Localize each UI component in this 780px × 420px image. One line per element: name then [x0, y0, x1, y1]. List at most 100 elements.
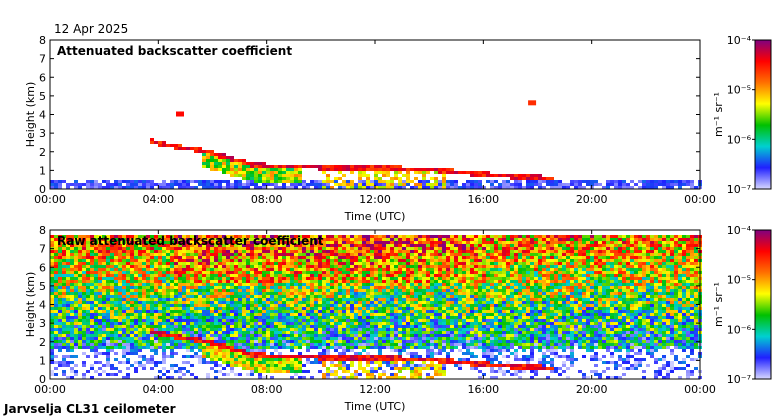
- heatmap-cell: [398, 186, 402, 189]
- heatmap-cell: [114, 295, 118, 298]
- heatmap-cell: [334, 349, 338, 352]
- heatmap-cell: [106, 262, 110, 265]
- heatmap-cell: [238, 331, 242, 334]
- heatmap-cell: [94, 277, 98, 280]
- heatmap-cell: [426, 280, 430, 283]
- heatmap-cell: [414, 316, 418, 319]
- heatmap-cell: [106, 277, 110, 280]
- heatmap-cell: [86, 310, 90, 313]
- heatmap-cell: [258, 162, 262, 165]
- heatmap-cell: [378, 165, 382, 168]
- heatmap-cell: [122, 349, 126, 352]
- heatmap-cell: [122, 271, 126, 274]
- heatmap-cell: [250, 349, 254, 352]
- heatmap-cell: [334, 286, 338, 289]
- heatmap-cell: [218, 289, 222, 292]
- heatmap-cell: [226, 301, 230, 304]
- heatmap-cell: [302, 271, 306, 274]
- heatmap-cell: [134, 253, 138, 256]
- heatmap-cell: [390, 373, 394, 376]
- heatmap-cell: [406, 180, 410, 183]
- heatmap-cell: [278, 268, 282, 271]
- heatmap-cell: [518, 186, 522, 189]
- heatmap-cell: [98, 250, 102, 253]
- heatmap-cell: [394, 259, 398, 262]
- heatmap-cell: [178, 319, 182, 322]
- heatmap-cell: [226, 349, 230, 352]
- heatmap-cell: [350, 186, 354, 189]
- heatmap-cell: [82, 364, 86, 367]
- heatmap-cell: [110, 247, 114, 250]
- heatmap-cell: [258, 186, 262, 189]
- heatmap-cell: [350, 183, 354, 186]
- heatmap-cell: [170, 307, 174, 310]
- heatmap-cell: [390, 367, 394, 370]
- heatmap-cell: [286, 370, 290, 373]
- heatmap-cell: [214, 235, 218, 238]
- heatmap-cell: [410, 274, 414, 277]
- heatmap-cell: [114, 283, 118, 286]
- heatmap-cell: [630, 186, 634, 189]
- heatmap-cell: [82, 241, 86, 244]
- heatmap-cell: [374, 298, 378, 301]
- heatmap-cell: [346, 165, 350, 168]
- heatmap-cell: [262, 289, 266, 292]
- heatmap-cell: [230, 280, 234, 283]
- heatmap-cell: [370, 247, 374, 250]
- heatmap-cell: [102, 186, 106, 189]
- heatmap-cell: [94, 370, 98, 373]
- heatmap-cell: [94, 316, 98, 319]
- heatmap-cell: [154, 241, 158, 244]
- heatmap-cell: [410, 241, 414, 244]
- heatmap-cell: [294, 364, 298, 367]
- heatmap-cell: [54, 325, 58, 328]
- heatmap-cell: [294, 316, 298, 319]
- heatmap-cell: [170, 376, 174, 379]
- heatmap-cell: [298, 177, 302, 180]
- heatmap-cell: [270, 244, 274, 247]
- heatmap-cell: [350, 253, 354, 256]
- heatmap-cell: [266, 328, 270, 331]
- heatmap-cell: [398, 370, 402, 373]
- heatmap-cell: [170, 250, 174, 253]
- heatmap-cell: [346, 331, 350, 334]
- heatmap-cell: [394, 247, 398, 250]
- heatmap-cell: [430, 168, 434, 171]
- heatmap-cell: [394, 286, 398, 289]
- heatmap-cell: [146, 361, 150, 364]
- heatmap-cell: [158, 277, 162, 280]
- heatmap-cell: [70, 262, 74, 265]
- heatmap-cell: [402, 376, 406, 379]
- heatmap-cell: [342, 304, 346, 307]
- heatmap-cell: [222, 250, 226, 253]
- heatmap-cell: [314, 244, 318, 247]
- heatmap-cell: [106, 295, 110, 298]
- heatmap-cell: [374, 277, 378, 280]
- heatmap-cell: [262, 367, 266, 370]
- heatmap-cell: [426, 235, 430, 238]
- heatmap-cell: [274, 319, 278, 322]
- heatmap-cell: [434, 364, 438, 367]
- heatmap-cell: [62, 262, 66, 265]
- heatmap-cell: [114, 268, 118, 271]
- heatmap-cell: [182, 307, 186, 310]
- heatmap-cell: [286, 304, 290, 307]
- heatmap-cell: [70, 361, 74, 364]
- heatmap-cell: [286, 361, 290, 364]
- heatmap-cell: [118, 247, 122, 250]
- heatmap-cell: [430, 183, 434, 186]
- heatmap-cell: [226, 358, 230, 361]
- heatmap-cell: [386, 244, 390, 247]
- heatmap-cell: [178, 259, 182, 262]
- heatmap-cell: [202, 265, 206, 268]
- heatmap-cell: [314, 334, 318, 337]
- heatmap-cell: [274, 310, 278, 313]
- heatmap-cell: [334, 295, 338, 298]
- heatmap-cell: [358, 373, 362, 376]
- heatmap-cell: [114, 271, 118, 274]
- heatmap-cell: [206, 162, 210, 165]
- heatmap-cell: [322, 235, 326, 238]
- heatmap-cell: [150, 250, 154, 253]
- heatmap-cell: [190, 364, 194, 367]
- heatmap-cell: [142, 346, 146, 349]
